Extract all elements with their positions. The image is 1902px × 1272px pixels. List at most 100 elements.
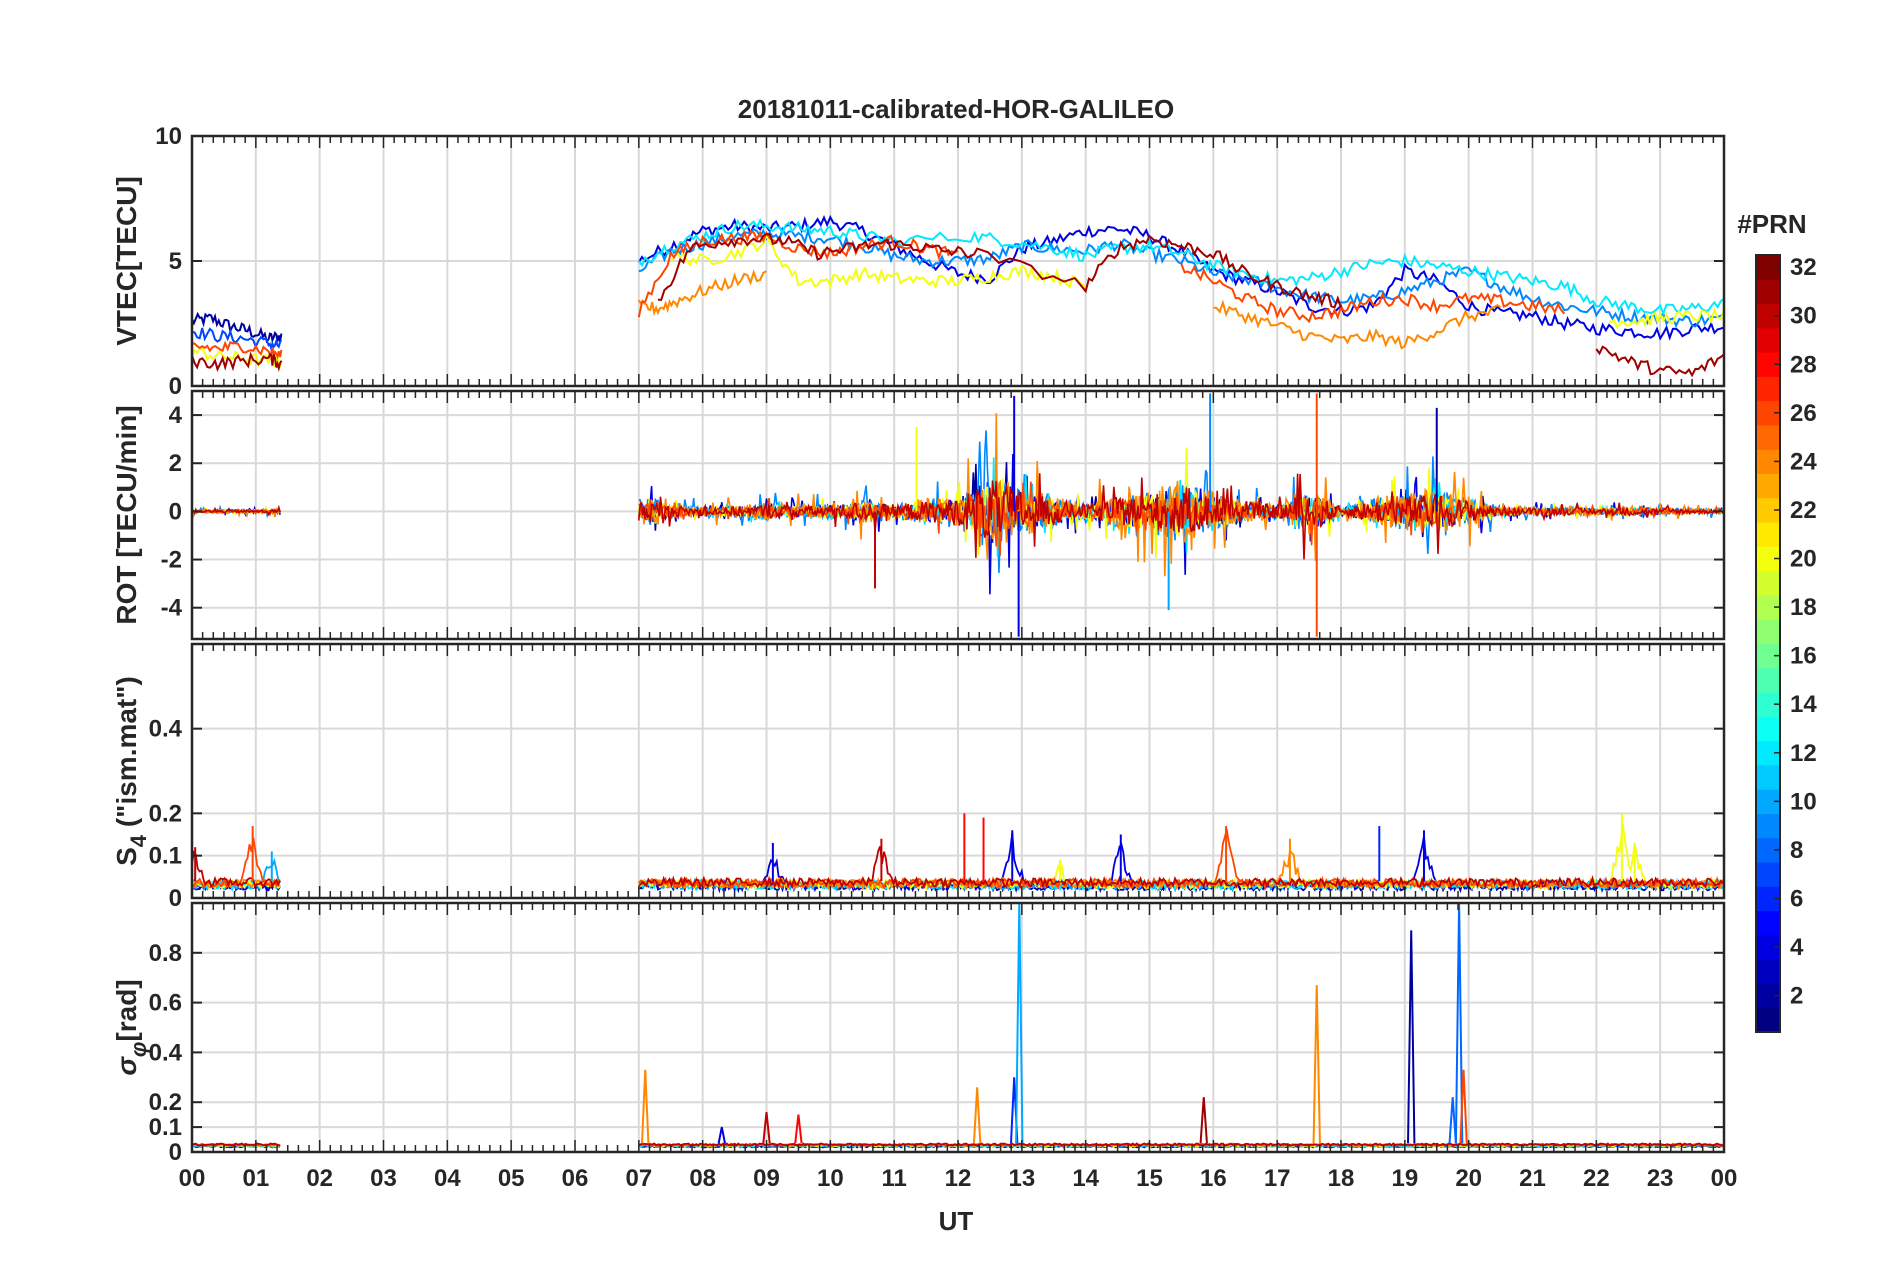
x-tick-label: 08 — [689, 1165, 716, 1192]
colorbar-tick-label: 8 — [1790, 837, 1803, 864]
colorbar-swatch — [1756, 862, 1780, 887]
x-tick-label: 00 — [1711, 1165, 1738, 1192]
y-tick-label: 0.4 — [149, 1039, 183, 1066]
y-tick-label: 0 — [169, 885, 182, 912]
panel-vtec: 0 5 10 VTEC[TECU] — [111, 123, 1726, 400]
colorbar-swatch — [1756, 279, 1780, 305]
colorbar-swatch — [1756, 1007, 1780, 1033]
colorbar-label: #PRN — [1737, 209, 1806, 239]
y-tick-label: 0.1 — [149, 843, 182, 870]
sigma-spike — [794, 1114, 803, 1144]
s4-series-prn-30 — [192, 845, 1724, 891]
panel-rot: -4 -2 0 2 4 ROT [TECU/min] — [111, 389, 1726, 641]
colorbar-swatch — [1756, 522, 1780, 547]
x-tick-label: 19 — [1391, 1165, 1418, 1192]
y-tick-label: 5 — [169, 248, 182, 275]
colorbar-swatch — [1756, 424, 1780, 450]
colorbar-swatch — [1756, 959, 1780, 984]
y-tick-label: 0.8 — [149, 940, 182, 967]
y-tick-label: 4 — [169, 402, 183, 429]
sigma-spike — [717, 1126, 726, 1144]
y-tick-label: -4 — [161, 595, 183, 622]
sigma-spike — [1312, 985, 1321, 1144]
x-tick-label: 07 — [625, 1165, 652, 1192]
x-tick-label: 05 — [498, 1165, 525, 1192]
colorbar-tick-label: 2 — [1790, 983, 1803, 1010]
sigma-spike — [1407, 930, 1416, 1144]
colorbar-swatch — [1756, 570, 1780, 596]
sigma-spike — [1459, 1069, 1468, 1144]
x-tick-label: 01 — [242, 1165, 269, 1192]
x-tick-label: 16 — [1200, 1165, 1227, 1192]
sigma-spike — [1015, 903, 1024, 1144]
x-tick-label: 09 — [753, 1165, 780, 1192]
colorbar-tick-label: 10 — [1790, 788, 1817, 815]
colorbar-tick-label: 28 — [1790, 351, 1817, 378]
vtec-series-prn-7 — [192, 327, 283, 353]
y-axis-label-vtec: VTEC[TECU] — [111, 176, 142, 346]
x-tick-label: 14 — [1072, 1165, 1099, 1192]
y-tick-label: 0.2 — [149, 1089, 182, 1116]
sigma-spike — [1448, 1097, 1457, 1144]
x-tick-label: 02 — [306, 1165, 333, 1192]
vtec-series-prn-24 — [637, 269, 1502, 350]
vtec-series-prn-31 — [192, 233, 1724, 378]
x-tick-label: 18 — [1328, 1165, 1355, 1192]
x-tick-label: 13 — [1008, 1165, 1035, 1192]
x-axis-label: UT — [939, 1206, 974, 1236]
y-axis-label-s4: S4 ("ism.mat") — [111, 676, 151, 866]
y-tick-label: 0.6 — [149, 990, 182, 1017]
colorbar-tick-label: 4 — [1790, 934, 1804, 961]
x-tick-label: 06 — [562, 1165, 589, 1192]
vtec-series-prn-2 — [192, 311, 283, 344]
colorbar-frame — [1755, 254, 1781, 1033]
x-tick-label: 21 — [1519, 1165, 1546, 1192]
vtec-series-prn-12 — [637, 217, 1724, 317]
y-tick-label: 2 — [169, 450, 182, 477]
sigma-spike — [972, 1087, 982, 1144]
y-tick-label: 0.2 — [149, 800, 182, 827]
x-tick-label: 11 — [881, 1165, 906, 1192]
x-tick-label: 15 — [1136, 1165, 1163, 1192]
y-tick-label: -2 — [161, 547, 182, 574]
sigma-spike — [1199, 1097, 1208, 1144]
y-tick-label: 0 — [169, 373, 182, 400]
x-tick-label: 00 — [179, 1165, 206, 1192]
sigma-spike — [1454, 903, 1464, 1144]
x-tick-label: 04 — [434, 1165, 461, 1192]
x-tick-label: 03 — [370, 1165, 397, 1192]
x-tick-label: 22 — [1583, 1165, 1610, 1192]
sigma-spike — [762, 1112, 771, 1144]
axes-frame — [190, 389, 1726, 641]
colorbar-swatch — [1756, 376, 1780, 402]
series-group — [192, 393, 1724, 637]
colorbar-swatch — [1756, 667, 1780, 693]
y-tick-label: 0 — [169, 498, 182, 525]
colorbar-swatch — [1756, 813, 1780, 839]
axes-frame — [190, 901, 1726, 1154]
colorbar-tick-label: 18 — [1790, 594, 1817, 621]
y-tick-label: 10 — [155, 123, 182, 150]
colorbar-tick-label: 26 — [1790, 400, 1817, 427]
colorbar-tick-label: 12 — [1790, 740, 1817, 767]
sigma-spike — [641, 1069, 650, 1144]
rot-series-prn-30 — [192, 473, 1724, 560]
colorbar-tick-label: 14 — [1790, 691, 1817, 718]
x-tick-label: 10 — [817, 1165, 844, 1192]
y-tick-label: 0.4 — [149, 716, 183, 743]
chart-title: 20181011-calibrated-HOR-GALILEO — [738, 94, 1174, 124]
panel-s4: 0 0.1 0.2 0.4S4 ("ism.mat") — [111, 642, 1726, 912]
colorbar-tick-label: 30 — [1790, 303, 1817, 330]
axes-frame — [190, 642, 1726, 900]
colorbar-tick-label: 32 — [1790, 254, 1817, 281]
colorbar-tick-label: 6 — [1790, 885, 1803, 912]
colorbar-tick-label: 24 — [1790, 448, 1817, 475]
colorbar-swatch — [1756, 716, 1780, 742]
series-group — [192, 813, 1724, 894]
x-tick-label: 17 — [1264, 1165, 1291, 1192]
x-tick-label: 20 — [1455, 1165, 1482, 1192]
colorbar-tick-label: 22 — [1790, 497, 1817, 524]
